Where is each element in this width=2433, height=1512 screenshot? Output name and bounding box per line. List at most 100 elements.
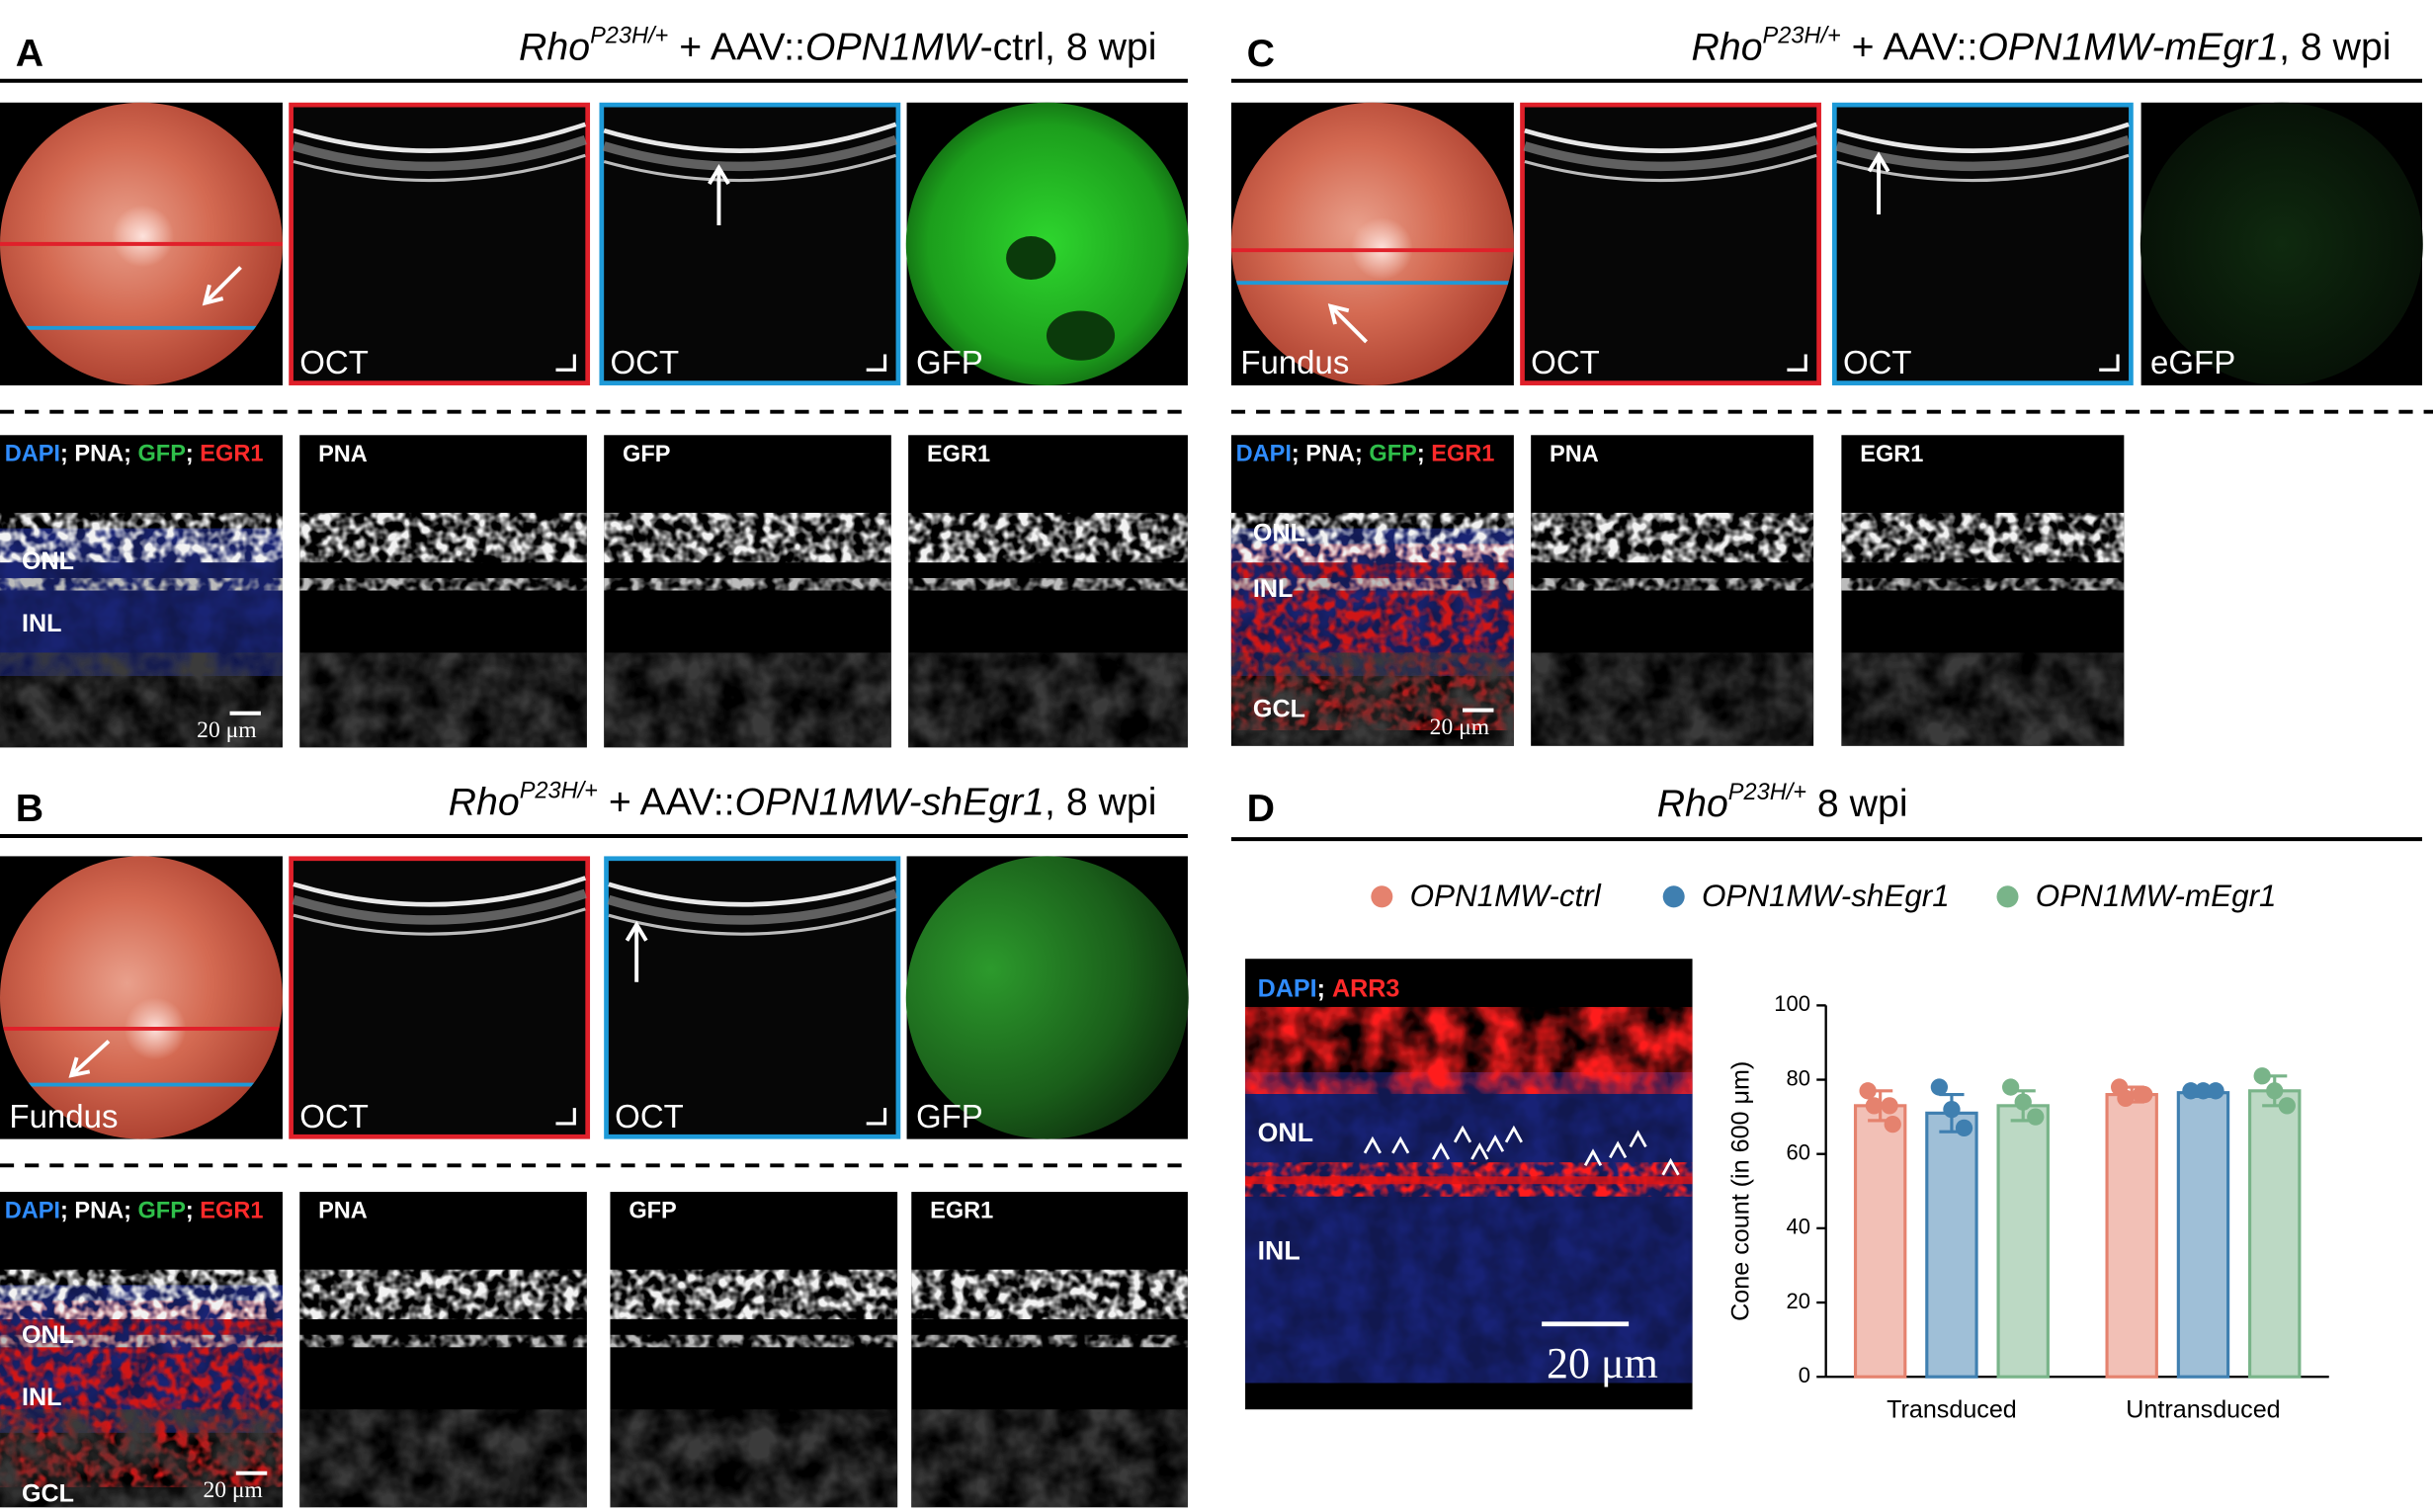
cone-caret bbox=[1485, 1134, 1505, 1152]
cone-caret bbox=[1453, 1125, 1472, 1143]
arr3-line bbox=[1245, 1176, 1693, 1185]
cone-band bbox=[299, 1334, 587, 1348]
layer-label: ONL bbox=[22, 547, 74, 575]
cone-band bbox=[908, 577, 1188, 591]
title-part: P23H/+ bbox=[1763, 23, 1841, 48]
bar bbox=[1925, 1111, 1978, 1379]
panel-letter: D bbox=[1247, 787, 1275, 830]
title-part: 8 wpi bbox=[1806, 782, 1908, 825]
title-part: Rho bbox=[1657, 782, 1728, 825]
channel-label: GFP bbox=[623, 441, 670, 466]
cone-caret bbox=[1583, 1148, 1603, 1167]
retina-layer bbox=[608, 876, 897, 907]
title-part: OPN1MW-shEgr1 bbox=[735, 781, 1045, 824]
arrow-head bbox=[202, 284, 224, 306]
panel-letter: A bbox=[16, 32, 43, 75]
cone-band bbox=[1230, 577, 1514, 591]
panel-letter: C bbox=[1247, 32, 1275, 75]
stain-label: ; PNA; bbox=[60, 1198, 138, 1223]
retina-layer bbox=[1524, 122, 1818, 153]
scale-label: 20 μm bbox=[1547, 1339, 1658, 1387]
retina-layer bbox=[293, 153, 586, 183]
y-tick-label: 60 bbox=[1786, 1140, 1809, 1165]
cone-caret bbox=[1470, 1141, 1489, 1160]
fluor-image bbox=[905, 856, 1189, 1139]
title-part: Rho bbox=[449, 781, 520, 824]
arr3-band bbox=[1245, 1006, 1693, 1095]
arrow bbox=[204, 266, 242, 305]
scale-tick bbox=[866, 354, 887, 372]
oct-image bbox=[1520, 102, 1821, 385]
cone-caret bbox=[1391, 1135, 1410, 1154]
cone-band bbox=[1841, 512, 2125, 563]
bar bbox=[2248, 1089, 2302, 1379]
scale-tick bbox=[1787, 354, 1807, 372]
channel-label: PNA bbox=[318, 441, 368, 466]
arrow bbox=[69, 1040, 111, 1077]
retina-layer bbox=[603, 153, 897, 183]
cone-band bbox=[0, 1334, 283, 1348]
cone-band bbox=[0, 1269, 283, 1320]
stain-label: DAPI bbox=[1236, 441, 1292, 466]
stain-label: DAPI bbox=[5, 441, 60, 466]
gcl-band bbox=[299, 652, 587, 748]
stain-label: GFP bbox=[138, 441, 186, 466]
dark-spot bbox=[1006, 236, 1056, 281]
cone-caret bbox=[1504, 1125, 1523, 1143]
cone-band bbox=[911, 1269, 1188, 1320]
channel-label: PNA bbox=[318, 1198, 368, 1223]
layer-label: ONL bbox=[22, 1321, 74, 1349]
y-tick-label: 80 bbox=[1786, 1065, 1809, 1090]
image-label: GFP bbox=[916, 344, 983, 380]
channel-label: GFP bbox=[629, 1198, 676, 1223]
stain-labels: DAPI; PNA; GFP; EGR1 bbox=[5, 441, 264, 466]
channel-label: PNA bbox=[1550, 441, 1599, 466]
y-axis-label: Cone count (in 600 μm) bbox=[1726, 1061, 1754, 1321]
retina-layer bbox=[292, 888, 587, 925]
layer-label: INL bbox=[1258, 1235, 1300, 1265]
dark-spot bbox=[1046, 310, 1116, 361]
panel-letter: B bbox=[16, 787, 43, 830]
retina-layer bbox=[292, 135, 587, 172]
retina-layer bbox=[1835, 135, 2131, 172]
retina-layer bbox=[608, 907, 897, 936]
stain-label: ; bbox=[186, 441, 200, 466]
oct-image bbox=[604, 856, 901, 1139]
image-label: Fundus bbox=[9, 1098, 118, 1134]
arrow-head bbox=[68, 1056, 91, 1078]
gcl-band bbox=[610, 1409, 898, 1508]
stain-label: ARR3 bbox=[1332, 974, 1399, 1002]
stain-label: ; bbox=[1317, 974, 1332, 1002]
stain-label: GFP bbox=[1369, 441, 1416, 466]
stain-label: EGR1 bbox=[200, 441, 263, 466]
stain-label: DAPI bbox=[1258, 974, 1317, 1002]
data-point bbox=[1955, 1119, 1973, 1137]
layer-label: INL bbox=[22, 610, 61, 637]
retina-layer bbox=[293, 122, 587, 153]
channel-label: EGR1 bbox=[927, 441, 990, 466]
stain-label: DAPI bbox=[5, 1198, 60, 1223]
layer-label: ONL bbox=[1258, 1118, 1313, 1147]
cone-band bbox=[1531, 512, 1814, 563]
x-tick-label: Transduced bbox=[1887, 1395, 2017, 1423]
stain-label: ; bbox=[1417, 441, 1431, 466]
title-part: , 8 wpi bbox=[1045, 781, 1156, 824]
data-point bbox=[2136, 1085, 2153, 1104]
title-part: + AAV:: bbox=[1841, 26, 1978, 69]
data-point bbox=[1943, 1100, 1961, 1119]
layer-label: INL bbox=[1253, 575, 1293, 603]
title-part: P23H/+ bbox=[590, 23, 668, 48]
stain-label: EGR1 bbox=[1431, 441, 1494, 466]
data-point bbox=[2002, 1078, 2020, 1096]
x-tick-label: Untransduced bbox=[2126, 1395, 2280, 1423]
arrow-head bbox=[1327, 303, 1350, 325]
stain-label: GFP bbox=[138, 1198, 186, 1223]
data-point bbox=[2266, 1082, 2284, 1100]
image-label: Fundus bbox=[1240, 344, 1349, 380]
fluor-image bbox=[2139, 102, 2423, 385]
image-label: GFP bbox=[916, 1098, 983, 1134]
title-part: OPN1MW bbox=[805, 26, 984, 69]
retina-layer bbox=[607, 888, 898, 925]
scale-tick bbox=[866, 1108, 887, 1126]
